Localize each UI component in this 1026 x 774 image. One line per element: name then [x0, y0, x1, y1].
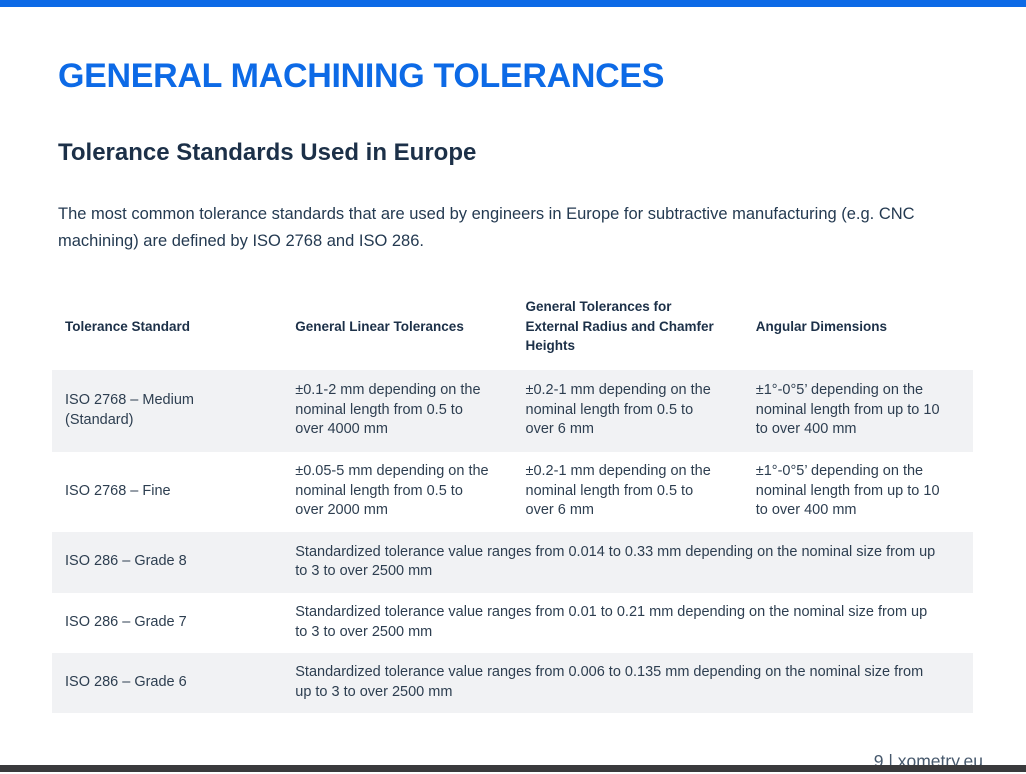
table-header-row: Tolerance Standard General Linear Tolera…	[52, 285, 973, 370]
page-title: GENERAL MACHINING TOLERANCES	[58, 57, 665, 95]
page-content: GENERAL MACHINING TOLERANCES Tolerance S…	[0, 7, 1026, 772]
cell-linear-tolerance: ±0.05-5 mm depending on the nominal leng…	[295, 463, 489, 519]
header-cell-tolerance-standard: Tolerance Standard	[65, 318, 191, 334]
table-row-iso286-grade7: ISO 286 – Grade 7 Standardized tolerance…	[52, 593, 973, 653]
cell-radius-chamfer: ±0.2-1 mm depending on the nominal lengt…	[525, 463, 711, 519]
cell-standard: ISO 286 – Grade 8	[65, 553, 187, 570]
cell-standard: ISO 2768 – Medium (Standard)	[65, 392, 194, 428]
cell-radius-chamfer: ±0.2-1 mm depending on the nominal lengt…	[525, 382, 711, 438]
table-row-iso2768-fine: ISO 2768 – Fine ±0.05-5 mm depending on …	[52, 452, 973, 532]
cell-standard: ISO 286 – Grade 7	[65, 613, 187, 630]
table-row-iso286-grade6: ISO 286 – Grade 6 Standardized tolerance…	[52, 652, 973, 713]
table-row-iso286-grade8: ISO 286 – Grade 8 Standardized tolerance…	[52, 531, 973, 593]
cell-description: Standardized tolerance value ranges from…	[295, 543, 936, 580]
bottom-bar	[0, 765, 1026, 772]
cell-angular: ±1°-0°5’ depending on the nominal length…	[755, 463, 940, 519]
top-accent-bar	[0, 0, 1026, 7]
header-cell-angular-dimensions: Angular Dimensions	[755, 318, 888, 334]
header-cell-radius-chamfer: General Tolerances for External Radius a…	[525, 299, 714, 353]
cell-standard: ISO 286 – Grade 6	[65, 673, 187, 690]
cell-standard: ISO 2768 – Fine	[65, 482, 171, 499]
tolerance-table: Tolerance Standard General Linear Tolera…	[52, 285, 973, 713]
table-row-iso2768-medium: ISO 2768 – Medium (Standard) ±0.1-2 mm d…	[52, 369, 973, 452]
intro-paragraph: The most common tolerance standards that…	[58, 205, 915, 250]
cell-linear-tolerance: ±0.1-2 mm depending on the nominal lengt…	[295, 382, 481, 438]
header-cell-general-linear-tolerances: General Linear Tolerances	[295, 318, 464, 334]
cell-description: Standardized tolerance value ranges from…	[295, 604, 928, 640]
cell-description: Standardized tolerance value ranges from…	[295, 664, 924, 700]
section-subtitle: Tolerance Standards Used in Europe	[58, 139, 477, 166]
cell-angular: ±1°-0°5’ depending on the nominal length…	[755, 382, 940, 438]
